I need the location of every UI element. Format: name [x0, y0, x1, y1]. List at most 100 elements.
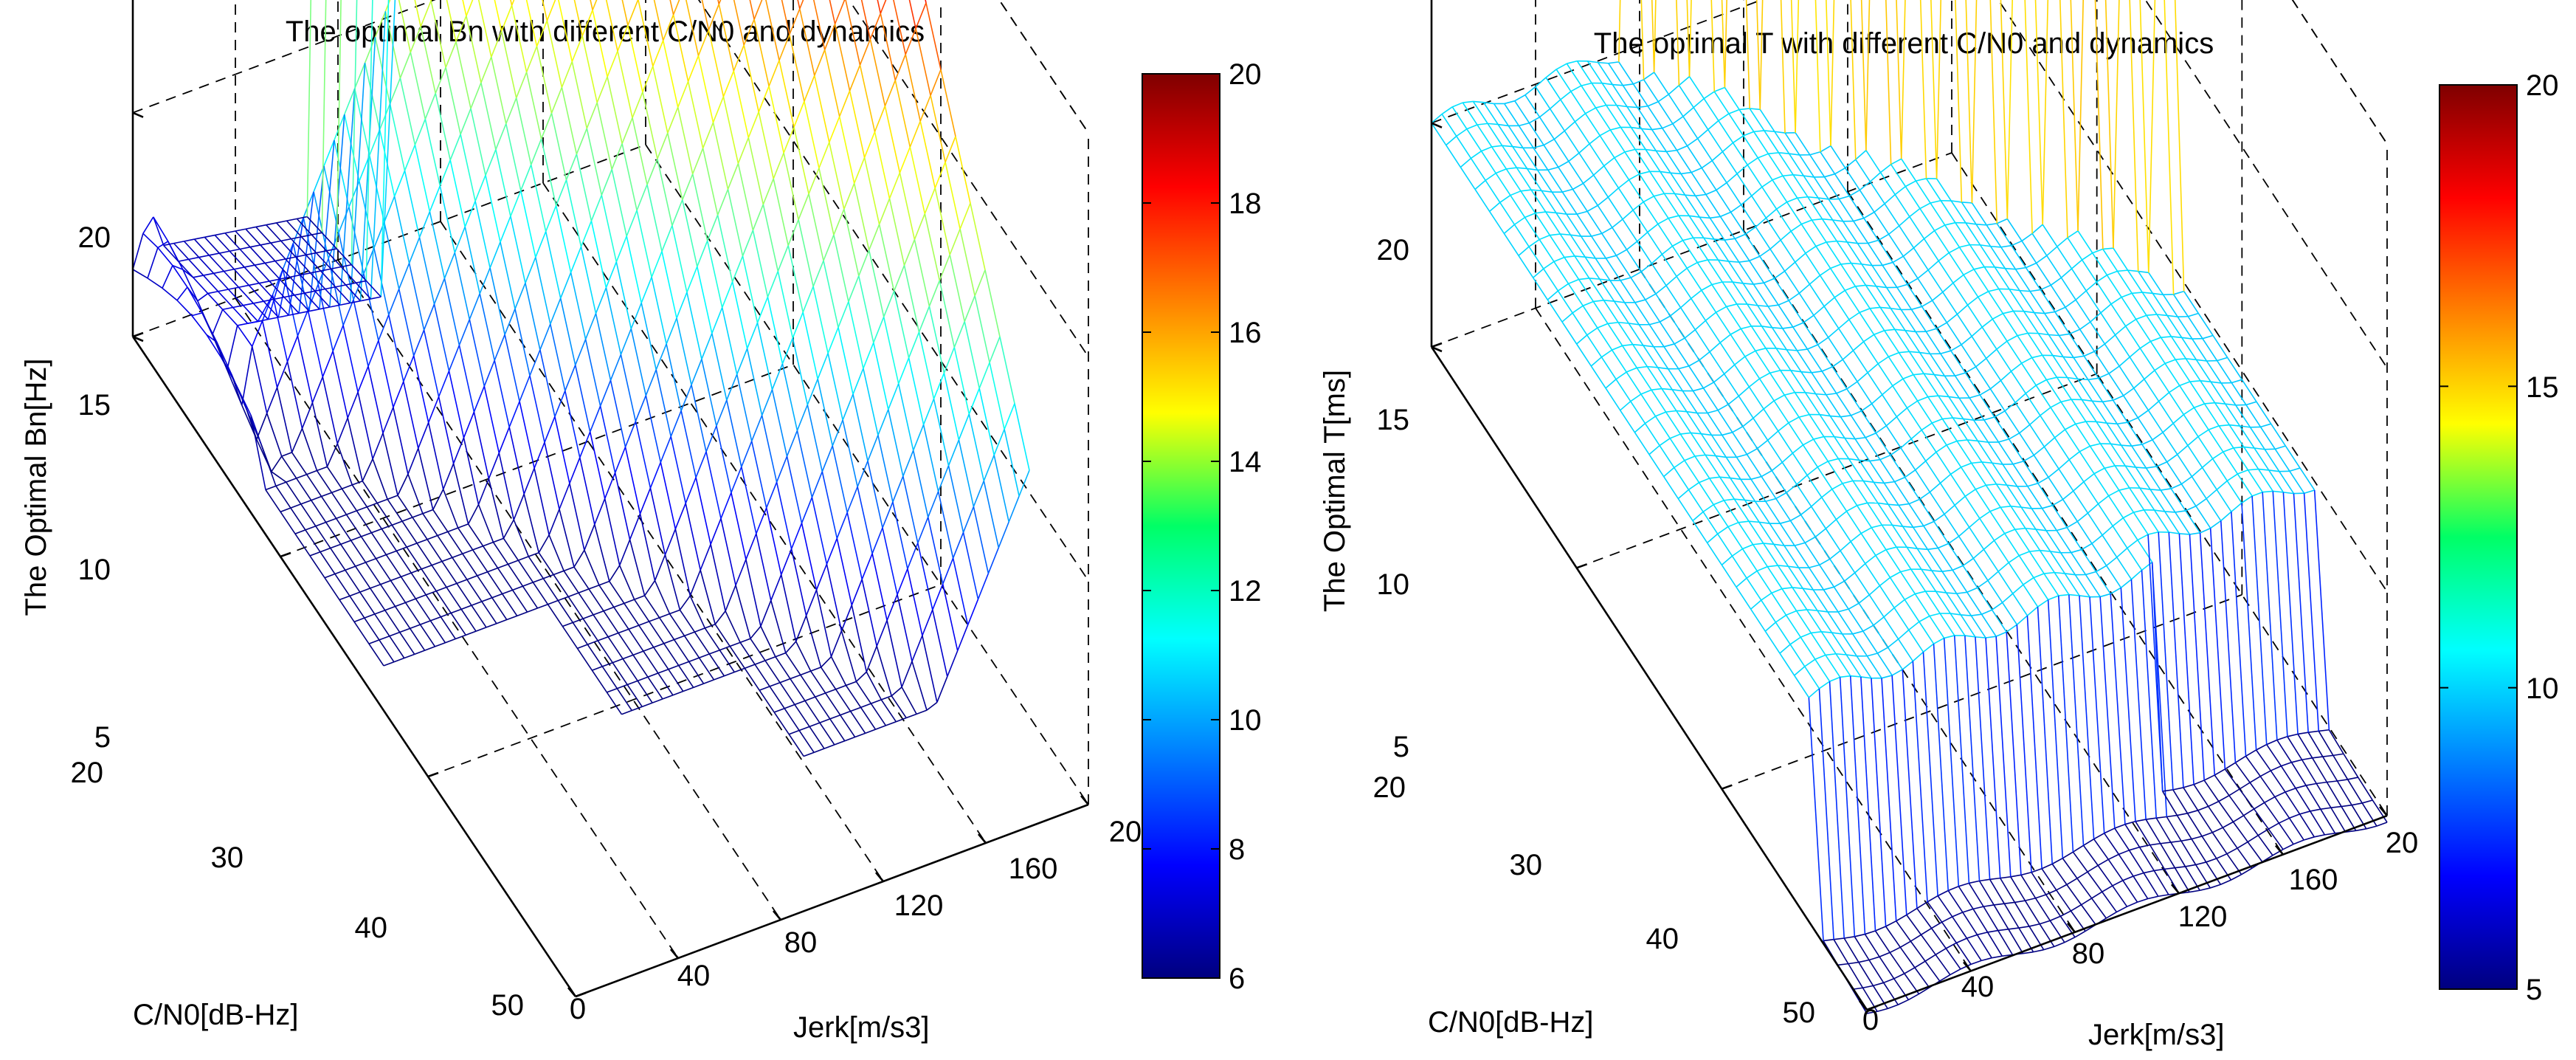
surface-mesh-line — [1767, 304, 1779, 307]
surface-mesh-line — [2187, 445, 2203, 468]
surface-mesh-line — [1790, 230, 1806, 254]
surface-mesh-line — [1835, 510, 1848, 520]
surface-mesh-line — [311, 495, 322, 501]
left-jerk-tick-1: 40 — [677, 960, 711, 992]
surface-mesh-line — [1489, 202, 1501, 213]
surface-mesh-line — [1831, 632, 1843, 635]
surface-mesh-line — [291, 452, 308, 475]
surface-mesh-line — [2014, 393, 2026, 404]
surface-mesh-line — [1678, 368, 1694, 391]
surface-mesh-line — [2011, 240, 2023, 247]
surface-mesh-line — [1874, 330, 1885, 336]
surface-mesh-line — [563, 570, 579, 593]
surface-mesh-line — [1686, 410, 1698, 414]
surface-mesh-line — [2305, 785, 2321, 810]
surface-mesh-line — [303, 191, 314, 218]
surface-mesh-line — [1600, 357, 1617, 380]
surface-mesh-line — [1688, 215, 1705, 238]
surface-mesh-line — [2045, 894, 2061, 917]
surface-mesh-line — [363, 273, 379, 341]
surface-mesh-line — [1751, 186, 1763, 196]
surface-mesh-line — [2237, 847, 2253, 869]
surface-mesh-line — [760, 600, 772, 627]
surface-mesh-line — [256, 439, 272, 472]
surface-mesh-line — [2202, 334, 2214, 340]
surface-mesh-line — [1774, 131, 1786, 134]
surface-mesh-line — [804, 101, 820, 168]
surface-mesh-line — [2102, 525, 2113, 536]
surface-mesh-line — [1826, 393, 1837, 396]
surface-mesh-line — [2116, 906, 2127, 913]
surface-mesh-line — [1922, 643, 1935, 653]
surface-mesh-line — [1732, 281, 1748, 305]
surface-mesh-line — [1860, 0, 1867, 151]
surface-mesh-line — [783, 152, 799, 220]
surface-mesh-line — [304, 292, 320, 310]
surface-mesh-line — [2179, 381, 2191, 387]
surface-mesh-line — [2124, 821, 2136, 825]
surface-mesh-line — [1677, 498, 1693, 521]
surface-mesh-line — [1778, 430, 1794, 454]
surface-mesh-line — [2351, 802, 2363, 806]
surface-mesh-line — [1758, 378, 1775, 402]
surface-mesh-line — [662, 694, 674, 700]
surface-mesh-line — [2216, 480, 2228, 490]
surface-mesh-line — [286, 335, 299, 362]
surface-mesh-line — [1601, 233, 1617, 256]
surface-mesh-line — [1794, 392, 1810, 416]
surface-mesh-line — [2183, 407, 2195, 416]
surface-mesh-line — [1981, 326, 1997, 350]
surface-mesh-line — [1755, 217, 1767, 228]
surface-mesh-line — [1670, 172, 1686, 196]
surface-mesh-line — [2247, 835, 2259, 843]
surface-mesh-line — [2129, 0, 2139, 272]
surface-mesh-line — [1989, 388, 2006, 412]
surface-mesh-line — [1940, 353, 1956, 376]
left-cb-label-0: 6 — [1229, 963, 1245, 995]
surface-mesh-line — [1823, 589, 1839, 613]
surface-mesh-line — [2330, 807, 2347, 833]
surface-mesh-line — [1948, 252, 1964, 275]
surface-mesh-line — [2017, 335, 2033, 359]
surface-mesh-line — [375, 558, 392, 581]
surface-mesh-line — [783, 126, 795, 154]
surface-mesh-line — [1989, 878, 2005, 904]
surface-mesh-line — [764, 660, 781, 684]
surface-mesh-line — [720, 492, 732, 519]
surface-mesh-line — [695, 451, 707, 478]
surface-mesh-line — [1557, 290, 1573, 314]
surface-mesh-line — [1771, 592, 1787, 616]
surface-mesh-line — [804, 75, 815, 102]
surface-mesh-line — [1920, 934, 1936, 955]
surface-mesh-line — [1898, 352, 1914, 376]
surface-mesh-line — [978, 362, 990, 389]
surface-mesh-line — [306, 216, 322, 233]
surface-mesh-line — [1764, 278, 1775, 283]
surface-mesh-line — [1640, 389, 1652, 395]
surface-mesh-line — [269, 281, 285, 298]
surface-mesh-line — [2312, 757, 2328, 783]
surface-mesh-line — [1893, 978, 1910, 1000]
surface-mesh-line — [2130, 579, 2147, 820]
surface-mesh-line — [2166, 454, 2178, 463]
surface-mesh-line — [414, 119, 427, 145]
surface-mesh-line — [1988, 288, 2000, 292]
surface-mesh-line — [1684, 337, 1700, 361]
surface-mesh-line — [388, 289, 400, 315]
surface-mesh-line — [1751, 195, 1767, 218]
surface-mesh-line — [1780, 370, 1796, 393]
surface-mesh-line — [2066, 878, 2078, 886]
surface-mesh-line — [384, 610, 401, 633]
surface-mesh-line — [2185, 505, 2197, 512]
surface-mesh-line — [222, 309, 238, 326]
surface-mesh-line — [1814, 658, 1831, 682]
surface-mesh-line — [1962, 418, 1978, 441]
surface-mesh-line — [1753, 543, 1764, 546]
surface-mesh-line — [1892, 378, 1904, 387]
surface-mesh-line — [301, 428, 318, 471]
surface-mesh-line — [618, 539, 631, 566]
surface-mesh-line — [1936, 0, 1942, 179]
surface-mesh-line — [1944, 635, 1955, 639]
surface-mesh-line — [424, 119, 441, 186]
